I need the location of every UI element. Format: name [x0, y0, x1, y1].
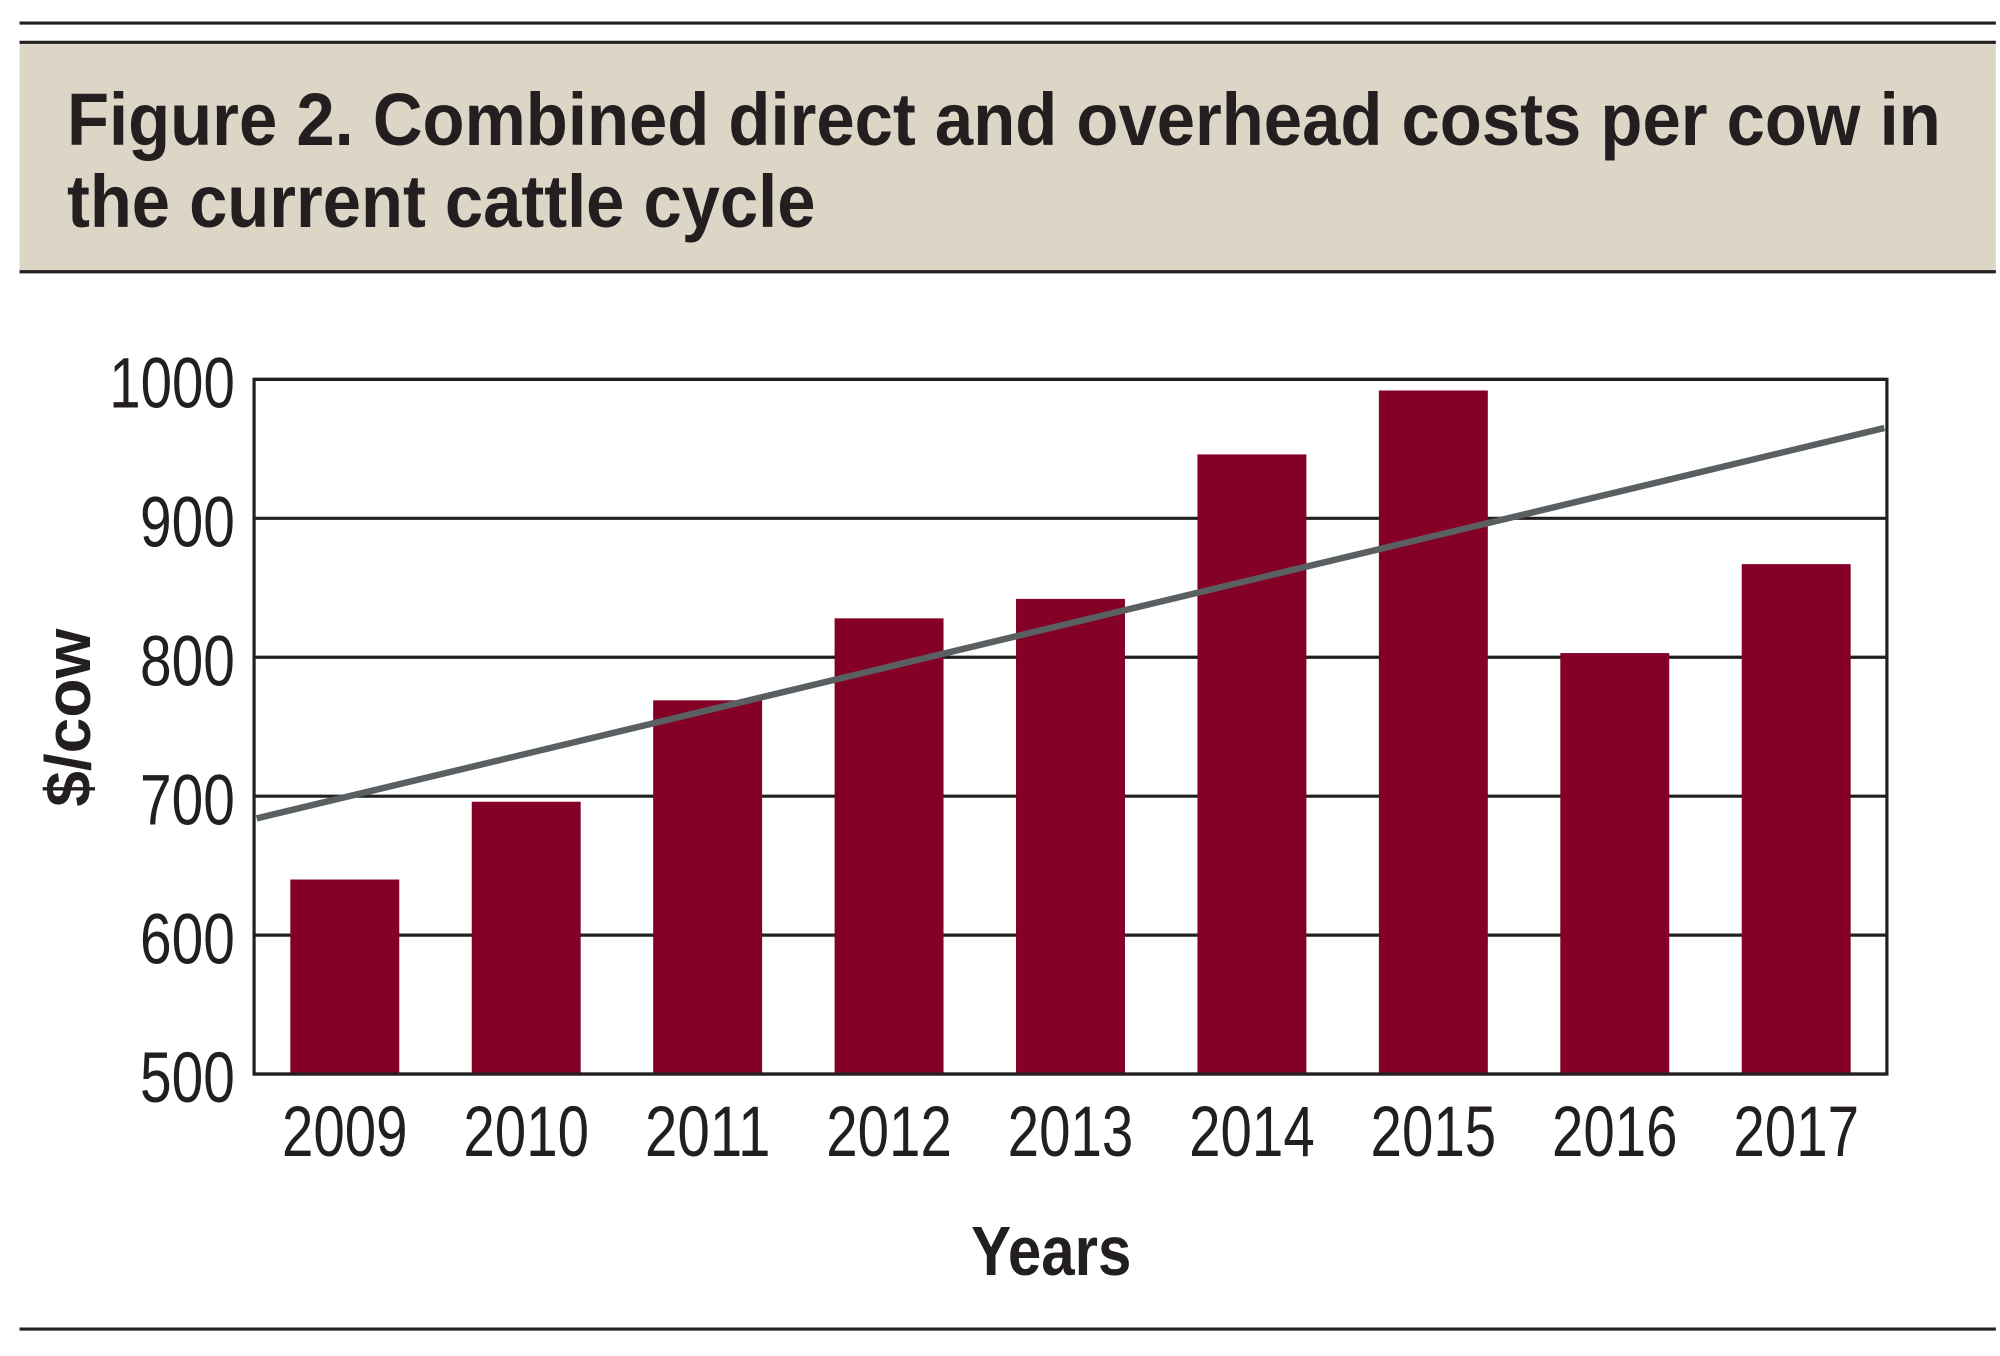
- bar-2012: [834, 618, 944, 1075]
- bar-2013: [1016, 598, 1125, 1075]
- bar-2015: [1378, 390, 1488, 1075]
- x-tick-label: 2017: [1733, 1092, 1859, 1172]
- y-tick-label: 700: [140, 760, 235, 840]
- chart-title-line-2: the current cattle cycle: [67, 160, 815, 243]
- bar-2010: [471, 801, 581, 1075]
- x-tick-label: 2011: [645, 1092, 771, 1172]
- y-tick-label: 600: [140, 899, 235, 979]
- y-tick-label: 500: [140, 1038, 235, 1118]
- chart-title-line-1: Figure 2. Combined direct and overhead c…: [67, 78, 1941, 161]
- title-band: [19, 42, 1996, 272]
- y-tick-label: 1000: [109, 344, 235, 424]
- x-axis-label: Years: [971, 1212, 1131, 1290]
- bar-2017: [1741, 564, 1851, 1075]
- y-axis-label: $/cow: [32, 629, 104, 807]
- x-tick-label: 2012: [826, 1092, 952, 1172]
- y-tick-label: 800: [140, 621, 235, 701]
- x-tick-label: 2009: [282, 1092, 408, 1172]
- y-tick-label: 900: [140, 483, 235, 563]
- bar-2009: [290, 879, 400, 1075]
- x-tick-label: 2014: [1189, 1092, 1315, 1172]
- x-tick-label: 2015: [1371, 1092, 1497, 1172]
- x-tick-label: 2016: [1552, 1092, 1678, 1172]
- bar-2016: [1560, 653, 1670, 1075]
- x-tick-label: 2010: [463, 1092, 589, 1172]
- trendline: [255, 424, 1886, 822]
- bar-2014: [1197, 454, 1307, 1075]
- bar-2011: [653, 700, 763, 1075]
- plot-frame: [252, 377, 1889, 1076]
- x-tick-label: 2013: [1008, 1092, 1134, 1172]
